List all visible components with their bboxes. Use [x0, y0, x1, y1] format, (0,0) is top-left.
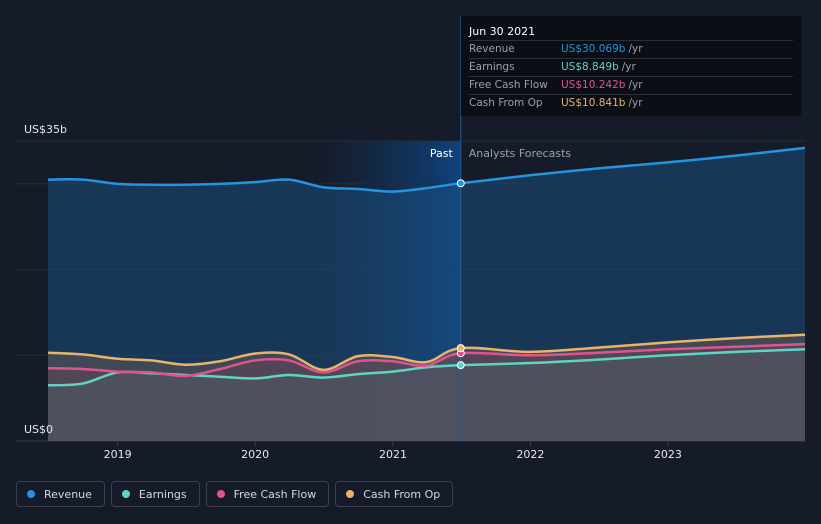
marker-revenue [456, 179, 465, 188]
area-earnings [48, 349, 805, 441]
x-axis-ticks: 2019 2020 2021 2022 2023 [104, 441, 682, 461]
legend: Revenue Earnings Free Cash Flow Cash Fro… [16, 481, 454, 507]
tooltip-date: Jun 30 2021 [469, 25, 536, 38]
hover-markers [456, 179, 465, 370]
past-label: Past [430, 147, 454, 160]
y-axis-label-top: US$35b [24, 123, 67, 136]
legend-item-earnings[interactable]: Earnings [110, 481, 200, 507]
tooltip-unit: /yr [628, 97, 643, 109]
forecast-label: Analysts Forecasts [469, 147, 572, 160]
legend-dot-icon [216, 490, 225, 498]
x-tick-label: 2020 [241, 448, 269, 461]
tooltip-value: US$10.841b [561, 97, 626, 109]
tooltip-value: US$30.069b [561, 43, 626, 55]
legend-label: Free Cash Flow [233, 487, 317, 501]
x-tick-label: 2023 [654, 448, 682, 461]
tooltip-unit: /yr [628, 43, 643, 55]
tooltip-row-cash-from-op: Cash From Op US$10.841b /yr [469, 94, 793, 112]
legend-label: Revenue [44, 487, 92, 501]
tooltip-row-revenue: Revenue US$30.069b /yr [469, 40, 793, 58]
legend-label: Cash From Op [363, 487, 441, 501]
line-revenue [47, 146, 806, 193]
legend-dot-icon [346, 490, 355, 498]
legend-item-free-cash-flow[interactable]: Free Cash Flow [205, 481, 330, 507]
marker-earnings [456, 361, 465, 370]
x-tick-label: 2021 [379, 448, 407, 461]
tooltip-label: Revenue [469, 43, 515, 55]
legend-dot-icon [27, 490, 35, 498]
legend-label: Earnings [138, 487, 187, 501]
tooltip: Jun 30 2021 Revenue US$30.069b /yr Earni… [461, 16, 801, 116]
tooltip-unit: /yr [628, 79, 643, 91]
tooltip-row-earnings: Earnings US$8.849b /yr [469, 58, 793, 76]
x-tick-label: 2019 [104, 448, 132, 461]
series-lines [47, 146, 806, 387]
line-free-cash-flow [47, 342, 806, 378]
series-areas [48, 147, 805, 441]
y-axis-label-bottom: US$0 [24, 423, 53, 436]
tooltip-label: Earnings [469, 61, 515, 73]
tooltip-label: Free Cash Flow [469, 79, 548, 91]
tooltip-row-free-cash-flow: Free Cash Flow US$10.242b /yr [469, 76, 793, 94]
tooltip-value: US$10.242b [561, 79, 626, 91]
tooltip-label: Cash From Op [469, 97, 543, 109]
marker-cash-from-op [456, 344, 465, 353]
tooltip-value: US$8.849b [561, 61, 619, 73]
line-cash-from-op [47, 333, 806, 372]
legend-item-revenue[interactable]: Revenue [16, 481, 105, 507]
legend-dot-icon [121, 490, 130, 498]
x-tick-label: 2022 [516, 448, 544, 461]
legend-item-cash-from-op[interactable]: Cash From Op [335, 481, 454, 507]
tooltip-unit: /yr [621, 61, 636, 73]
